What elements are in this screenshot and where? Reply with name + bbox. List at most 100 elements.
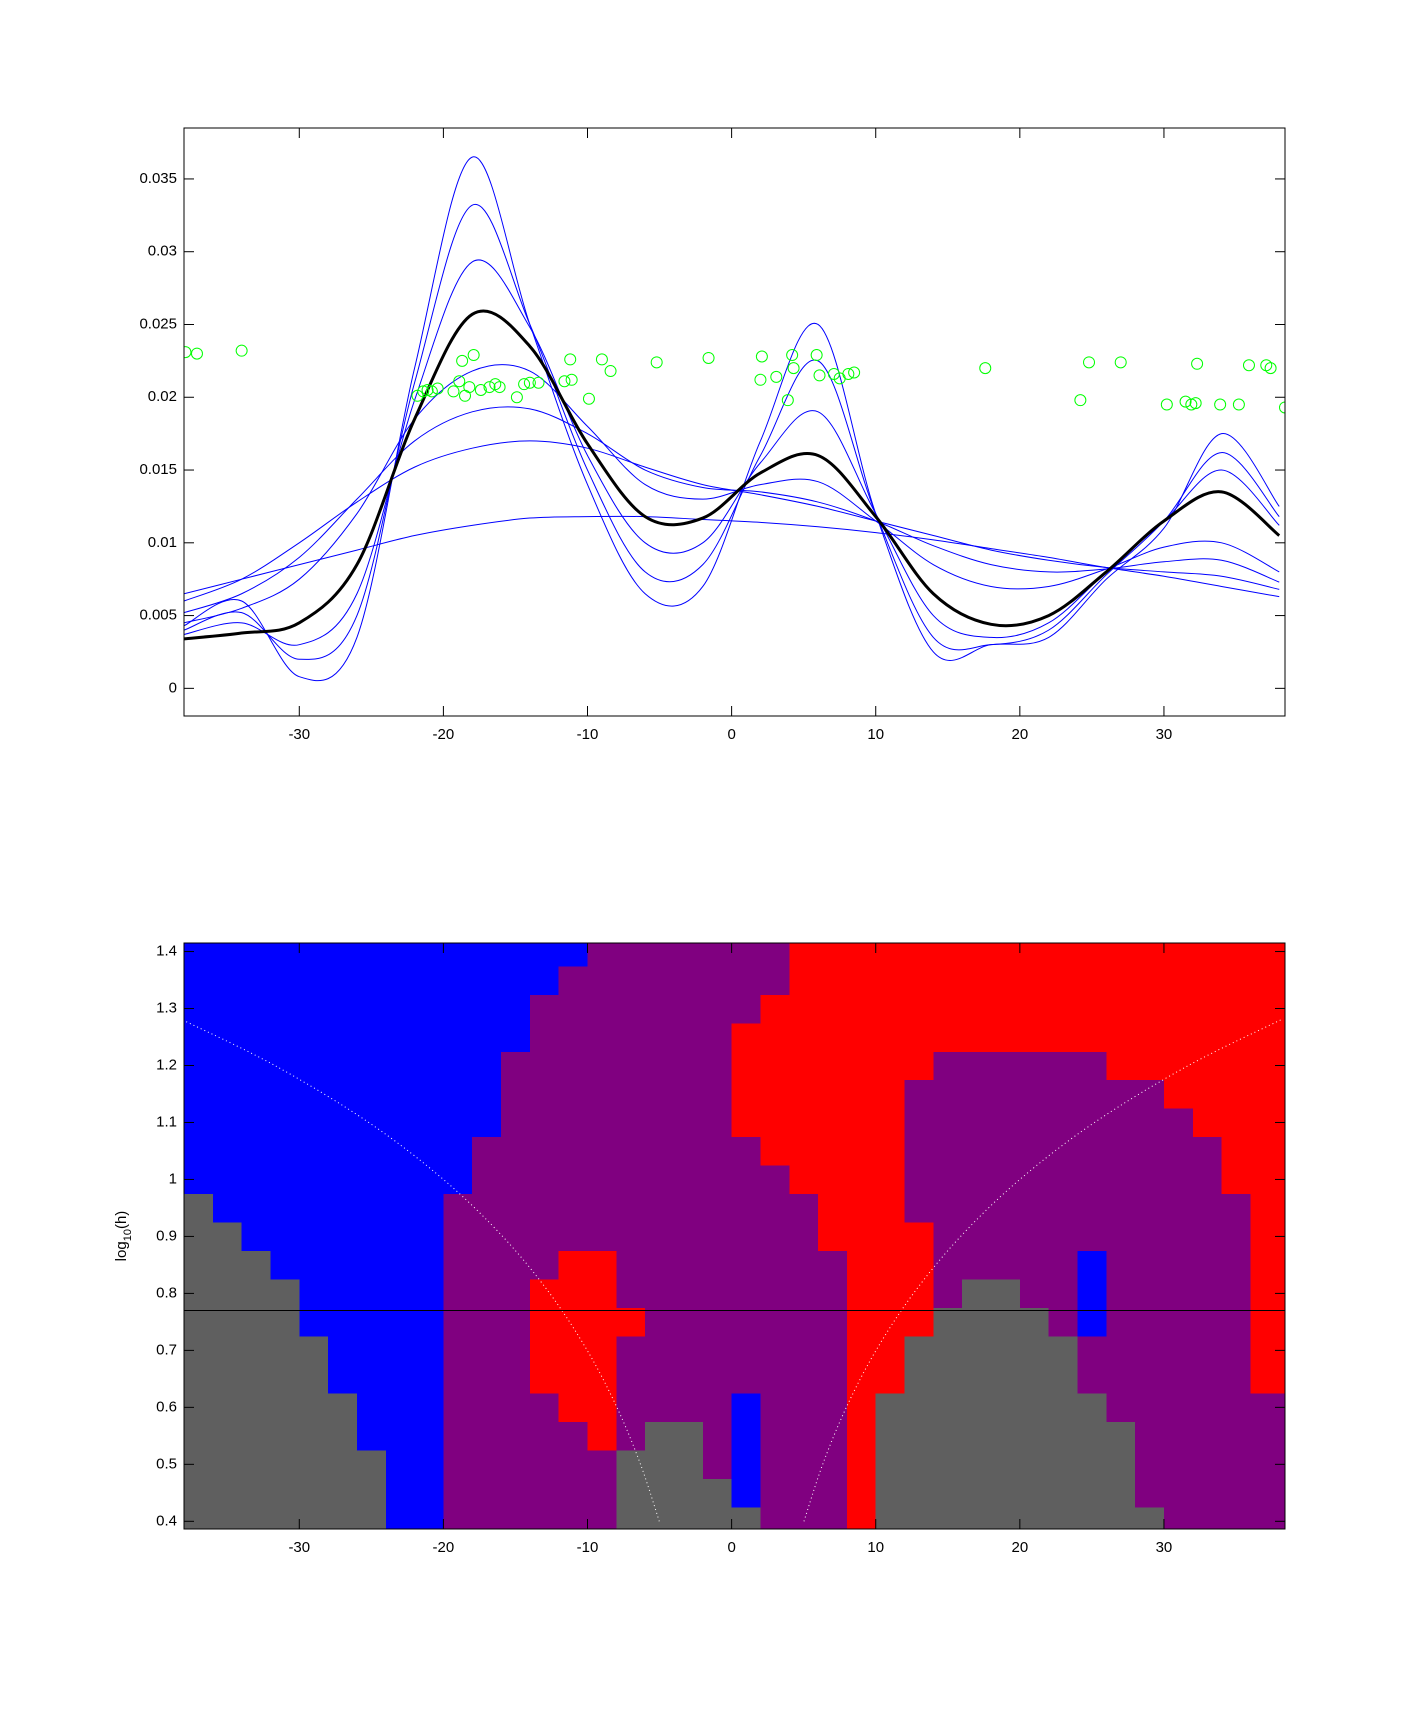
sizer-cell <box>443 943 473 967</box>
sizer-cell <box>1106 1193 1136 1223</box>
sizer-cell <box>1135 1307 1165 1337</box>
sizer-cell <box>904 1307 934 1337</box>
sizer-cell <box>558 1250 589 1280</box>
x-tick-label: 10 <box>867 726 884 743</box>
sizer-cell <box>731 1250 761 1280</box>
sizer-cell <box>587 1478 617 1508</box>
sizer-cell <box>1106 1108 1136 1138</box>
sizer-cell <box>212 994 243 1024</box>
sizer-cell <box>846 1421 877 1451</box>
sizer-cell <box>1192 1193 1223 1223</box>
sizer-cell <box>616 1450 646 1480</box>
sizer-cell <box>673 1421 704 1451</box>
sizer-cell <box>731 1478 761 1508</box>
sizer-cell <box>1221 943 1251 967</box>
sizer-cell <box>1192 1450 1223 1480</box>
y-tick-label: 0.6 <box>156 1398 177 1415</box>
sizer-cell <box>731 1108 761 1138</box>
sizer-cell <box>818 1507 848 1529</box>
sizer-cell <box>1019 1079 1050 1109</box>
sizer-cell <box>731 1051 761 1081</box>
sizer-cell <box>529 1421 560 1451</box>
sizer-cell <box>616 943 646 967</box>
sizer-cell <box>414 1507 444 1529</box>
sizer-cell <box>1250 1136 1285 1166</box>
sizer-cell <box>702 1165 733 1195</box>
sizer-cell <box>818 1051 848 1081</box>
sizer-cell <box>1221 1108 1251 1138</box>
sizer-cell <box>558 994 589 1024</box>
sizer-cell <box>529 1336 560 1366</box>
sizer-cell <box>991 1478 1021 1508</box>
sizer-cell <box>645 1364 675 1394</box>
sizer-cell <box>846 994 877 1024</box>
sizer-cell <box>328 1307 358 1337</box>
sizer-cell <box>1192 943 1223 967</box>
sizer-cell <box>472 1393 502 1423</box>
sizer-cell <box>212 1393 243 1423</box>
data-point <box>447 385 460 398</box>
sizer-cell <box>501 1364 531 1394</box>
sizer-cell <box>616 1279 646 1309</box>
sizer-cell <box>1048 1193 1078 1223</box>
sizer-cell <box>385 1450 416 1480</box>
sizer-cell <box>673 1193 704 1223</box>
sizer-cell <box>991 994 1021 1024</box>
sizer-cell <box>1192 1478 1223 1508</box>
sizer-cell <box>414 1022 444 1052</box>
sizer-cell <box>414 1250 444 1280</box>
sizer-cell <box>1221 1136 1251 1166</box>
sizer-cell <box>991 1279 1021 1309</box>
sizer-cell <box>212 1193 243 1223</box>
y-tick-label: 1.3 <box>156 999 177 1016</box>
sizer-cell <box>789 1336 819 1366</box>
sizer-cell <box>875 1136 906 1166</box>
sizer-cell <box>587 1364 617 1394</box>
sizer-cell <box>760 965 790 995</box>
sizer-cell <box>818 1193 848 1223</box>
sizer-cell <box>501 1336 531 1366</box>
sizer-cell <box>328 994 358 1024</box>
y-tick-label: 1.4 <box>156 943 177 960</box>
density-line <box>184 156 1280 682</box>
sizer-cell <box>270 1136 300 1166</box>
sizer-cell <box>846 1450 877 1480</box>
sizer-cell <box>789 1250 819 1280</box>
sizer-cell <box>875 994 906 1024</box>
sizer-cell <box>673 1136 704 1166</box>
data-point <box>979 362 992 375</box>
sizer-cell <box>1250 1079 1285 1109</box>
sizer-cell <box>472 1279 502 1309</box>
sizer-cell <box>587 1222 617 1252</box>
sizer-cell <box>789 1108 819 1138</box>
sizer-cell <box>1192 1421 1223 1451</box>
sizer-cell <box>962 1165 992 1195</box>
sizer-cell <box>472 1250 502 1280</box>
sizer-cell <box>1019 1222 1050 1252</box>
data-point <box>493 381 506 394</box>
sizer-cell <box>1106 1478 1136 1508</box>
sizer-cell <box>673 1108 704 1138</box>
data-point <box>184 346 192 359</box>
data-point <box>532 376 545 389</box>
sizer-cell <box>702 1307 733 1337</box>
sizer-cell <box>789 1051 819 1081</box>
sizer-cell <box>962 1108 992 1138</box>
sizer-cell <box>1163 1193 1194 1223</box>
sizer-cell <box>587 1250 617 1280</box>
y-axis-label-part: log <box>113 1241 130 1261</box>
sizer-cell <box>702 1079 733 1109</box>
sizer-cell <box>443 1193 473 1223</box>
sizer-cell <box>673 1478 704 1508</box>
sizer-cell <box>731 1222 761 1252</box>
sizer-cell <box>1135 1364 1165 1394</box>
sizer-cell <box>673 1450 704 1480</box>
data-point <box>467 349 480 362</box>
sizer-cell <box>962 1193 992 1223</box>
sizer-cell <box>299 965 329 995</box>
sizer-cell <box>702 1222 733 1252</box>
sizer-cell <box>443 1393 473 1423</box>
sizer-cell <box>1221 965 1251 995</box>
sizer-cell <box>1192 1022 1223 1052</box>
